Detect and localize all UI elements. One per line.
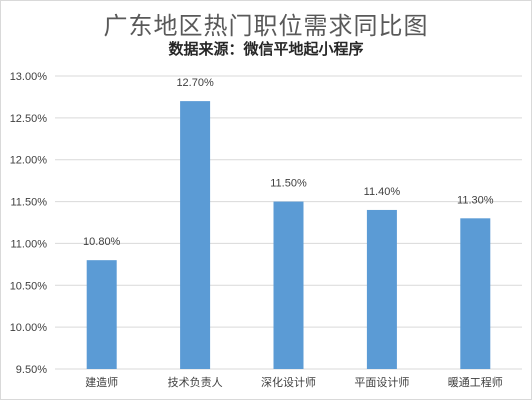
data-label: 11.30% <box>457 194 494 206</box>
chart-title: 广东地区热门职位需求同比图 <box>103 12 429 40</box>
data-label: 11.40% <box>364 186 401 198</box>
x-tick-label: 平面设计师 <box>354 376 409 389</box>
bar <box>460 218 491 369</box>
y-tick-label: 9.50% <box>16 364 47 376</box>
bar <box>86 260 117 369</box>
data-label: 12.70% <box>176 77 214 89</box>
y-tick-label: 11.00% <box>11 238 48 250</box>
y-tick-label: 10.00% <box>10 322 48 334</box>
y-tick-label: 13.00% <box>10 71 48 83</box>
bar <box>273 201 304 369</box>
bar <box>180 101 211 369</box>
data-label: 10.80% <box>83 236 121 248</box>
x-tick-label: 深化设计师 <box>261 375 316 389</box>
y-tick-label: 10.50% <box>10 280 48 292</box>
x-tick-label: 暖通工程师 <box>448 376 503 389</box>
x-tick-label: 建造师 <box>85 375 118 389</box>
bar <box>366 209 397 369</box>
y-tick-label: 12.00% <box>10 155 48 167</box>
data-label: 11.50% <box>270 178 307 190</box>
x-tick-label: 技术负责人 <box>168 375 223 389</box>
y-tick-label: 12.50% <box>10 113 48 125</box>
chart-subtitle: 数据来源：微信平地起小程序 <box>168 40 364 58</box>
y-tick-label: 11.50% <box>11 197 48 209</box>
